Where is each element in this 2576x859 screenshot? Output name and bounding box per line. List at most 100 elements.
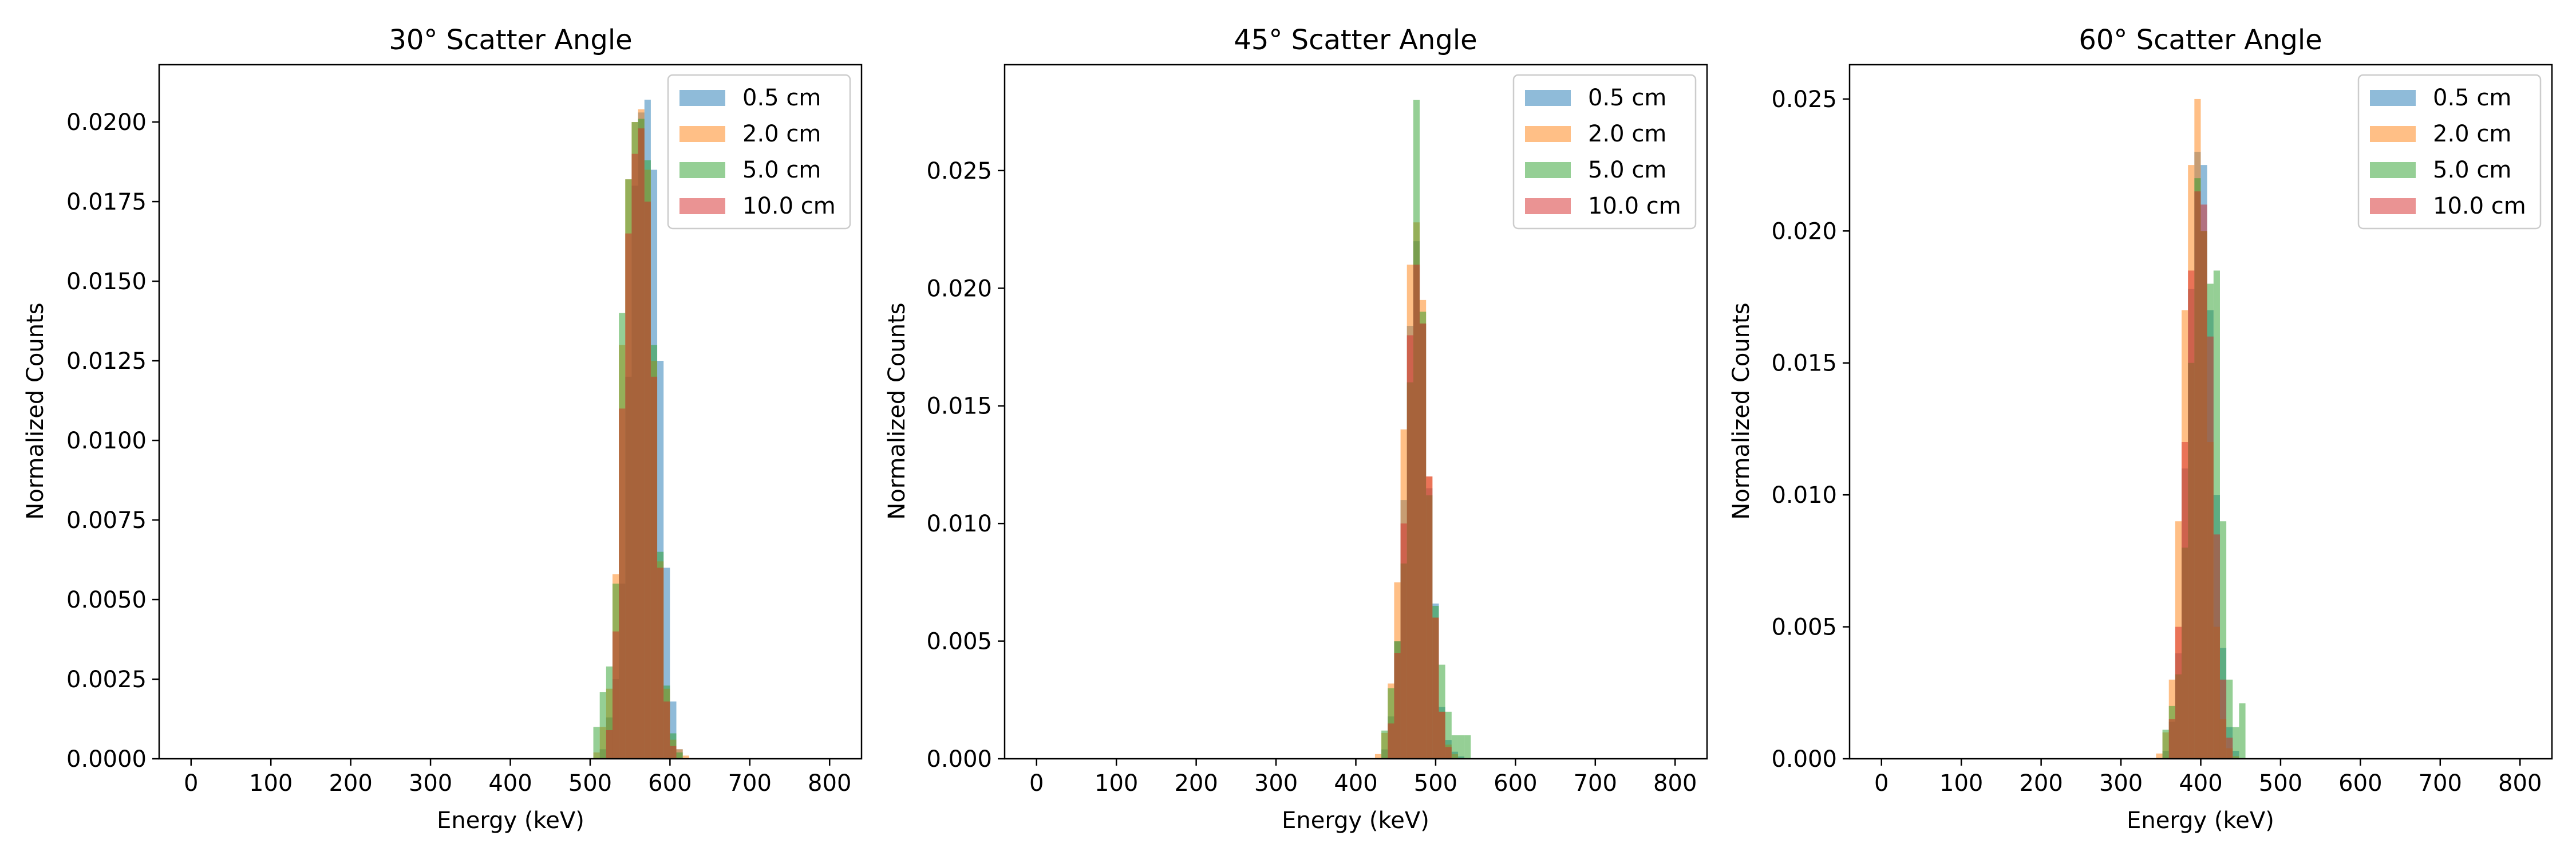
- histogram-bar: [625, 233, 632, 759]
- histogram-bar: [1432, 617, 1439, 759]
- y-tick-label: 0.015: [926, 393, 992, 420]
- legend-label: 5.0 cm: [2433, 157, 2511, 183]
- legend-label: 5.0 cm: [1588, 157, 1666, 183]
- histogram-bar: [1451, 735, 1458, 759]
- histogram-bar: [2182, 442, 2188, 759]
- histogram-bar: [2156, 753, 2163, 759]
- y-tick-label: 0.0025: [66, 667, 147, 693]
- legend: 0.5 cm 2.0 cm 5.0 cm 10.0 cm: [667, 74, 851, 230]
- x-tick-label: 100: [1095, 770, 1138, 797]
- x-tick-label: 600: [648, 770, 692, 797]
- histogram-bar: [1400, 523, 1407, 759]
- histogram-bar: [1406, 335, 1413, 759]
- y-tick-layer: 0.000 0.005 0.010 0.015 0.020 0.025: [926, 158, 1005, 773]
- chart-title: 60° Scatter Angle: [2079, 24, 2322, 56]
- x-tick-label: 200: [1174, 770, 1218, 797]
- y-tick-label: 0.0175: [66, 189, 147, 215]
- y-axis-label: Normalized Counts: [22, 302, 49, 519]
- panel-30-degree: 30° Scatter Angle Energy (keV) Normalize…: [22, 24, 863, 834]
- x-tick-label: 700: [728, 770, 772, 797]
- histogram-bar: [1445, 747, 1452, 759]
- x-tick-label: 700: [2419, 770, 2462, 797]
- legend-label: 10.0 cm: [2433, 193, 2526, 219]
- legend-swatch: [1525, 162, 1571, 178]
- histogram-bar: [1445, 711, 1452, 759]
- x-tick-layer: 0 100 200 300 400 500 600 700 800: [1874, 759, 2542, 797]
- histogram-bar: [670, 701, 677, 759]
- x-tick-label: 500: [2259, 770, 2302, 797]
- histogram-bar: [599, 692, 606, 759]
- histogram-bar: [1374, 754, 1382, 759]
- legend-swatch: [1525, 198, 1571, 214]
- y-tick-label: 0.005: [926, 629, 992, 655]
- y-tick-label: 0.015: [1771, 350, 1837, 377]
- legend-label: 0.5 cm: [2433, 85, 2511, 111]
- x-tick-layer: 0 100 200 300 400 500 600 700 800: [1029, 759, 1697, 797]
- histogram-bar: [593, 727, 600, 759]
- legend-swatch: [679, 126, 725, 142]
- histogram-bar: [663, 568, 670, 759]
- x-tick-layer: 0 100 200 300 400 500 600 700 800: [184, 759, 851, 797]
- y-tick-label: 0.0075: [66, 507, 147, 534]
- histogram-bar: [644, 202, 651, 759]
- x-axis-label: Energy (keV): [2127, 807, 2274, 834]
- x-tick-label: 100: [249, 770, 293, 797]
- axes-frame: [158, 64, 863, 760]
- histogram-bar: [619, 408, 626, 759]
- histogram-bar: [2200, 204, 2207, 759]
- y-tick-label: 0.010: [926, 511, 992, 537]
- histogram-bar: [2219, 679, 2227, 759]
- bar-layer: [2156, 98, 2246, 759]
- legend-swatch: [679, 198, 725, 214]
- y-tick-label: 0.010: [1771, 482, 1837, 509]
- legend-frame: [2357, 74, 2542, 230]
- x-tick-label: 500: [1414, 770, 1457, 797]
- histogram-bar: [2239, 703, 2246, 759]
- histogram-bar: [2226, 738, 2233, 759]
- legend-label: 0.5 cm: [1588, 85, 1666, 111]
- y-tick-label: 0.000: [926, 746, 992, 773]
- histogram-bar: [1381, 730, 1388, 759]
- histogram-bar: [606, 666, 613, 759]
- y-tick-label: 0.025: [1771, 86, 1837, 113]
- y-tick-label: 0.0125: [66, 348, 147, 375]
- histogram-bar: [1388, 688, 1394, 759]
- y-tick-label: 0.000: [1771, 746, 1837, 773]
- histogram-bar: [1439, 711, 1445, 759]
- x-tick-label: 200: [329, 770, 372, 797]
- histogram-bar: [638, 128, 645, 759]
- histogram-bar: [2213, 270, 2220, 759]
- y-tick-label: 0.0100: [66, 428, 147, 454]
- histogram-bar: [2226, 679, 2233, 759]
- x-tick-label: 500: [568, 770, 612, 797]
- panel-45-degree: 45° Scatter Angle Energy (keV) Normalize…: [884, 24, 1708, 834]
- histogram-bar: [1457, 735, 1465, 759]
- histogram-bar: [2219, 521, 2227, 759]
- x-axis-label: Energy (keV): [437, 807, 584, 834]
- histogram-bar: [2188, 270, 2195, 759]
- y-tick-label: 0.020: [1771, 218, 1837, 245]
- y-tick-layer: 0.0000 0.0025 0.0050 0.0075 0.0100 0.0125 0.01…: [66, 109, 159, 773]
- x-tick-label: 300: [409, 770, 452, 797]
- legend-swatch: [2370, 162, 2416, 178]
- y-axis-label: Normalized Counts: [1728, 302, 1755, 519]
- x-tick-label: 800: [2498, 770, 2542, 797]
- bar-layer: [593, 100, 689, 759]
- legend-label: 5.0 cm: [742, 157, 821, 183]
- chart-title: 45° Scatter Angle: [1234, 24, 1477, 56]
- legend-swatch: [2370, 126, 2416, 142]
- histogram-bar: [2207, 336, 2214, 759]
- histogram-bar: [682, 755, 689, 759]
- y-tick-label: 0.005: [1771, 614, 1837, 641]
- legend-label: 2.0 cm: [1588, 121, 1666, 147]
- y-tick-label: 0.0000: [66, 746, 147, 773]
- y-tick-label: 0.0200: [66, 109, 147, 136]
- legend: 0.5 cm 2.0 cm 5.0 cm 10.0 cm: [1512, 74, 1697, 230]
- histogram-bar: [670, 746, 677, 759]
- x-tick-label: 400: [488, 770, 532, 797]
- legend-label: 2.0 cm: [742, 121, 821, 147]
- histogram-bar: [631, 153, 638, 759]
- histogram-bar: [676, 752, 683, 759]
- axes-frame: [1848, 64, 2553, 760]
